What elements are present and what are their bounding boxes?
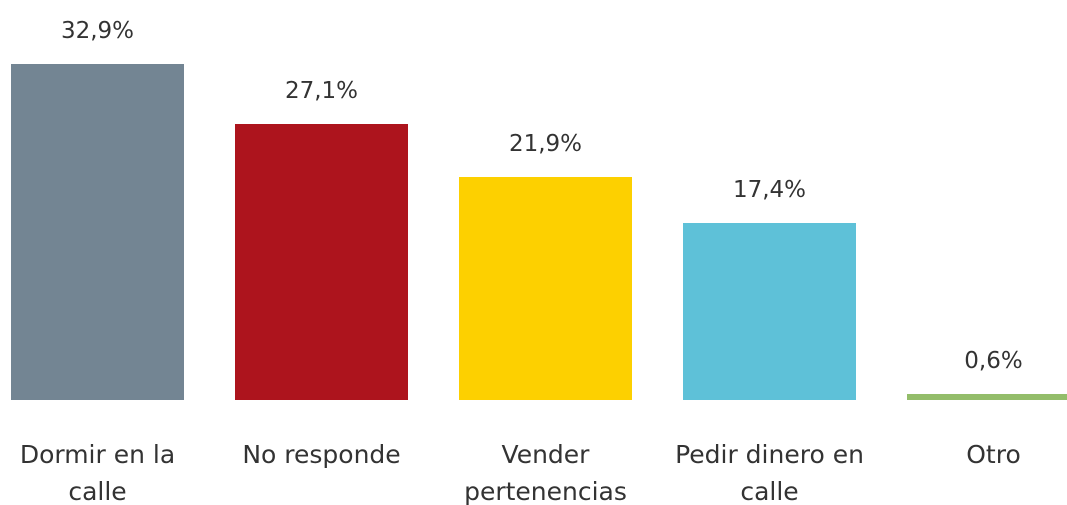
value-label: 17,4% (732, 176, 807, 203)
value-label: 27,1% (284, 77, 359, 104)
bar (11, 64, 184, 400)
bar (907, 393, 1067, 400)
bar (235, 123, 408, 400)
x-tick-label: Vender pertenencias (464, 440, 627, 505)
value-label: 21,9% (508, 130, 583, 157)
x-tick-label: Dormir en la calle (19, 440, 176, 505)
value-label: 32,9% (60, 18, 135, 45)
x-tick-label: No responde (242, 440, 401, 469)
x-tick-label: Otro (966, 440, 1021, 469)
bar (459, 176, 632, 400)
x-tick-label: Pedir dinero en calle (675, 440, 864, 505)
value-label: 0,6% (964, 347, 1023, 374)
bar (683, 222, 856, 400)
